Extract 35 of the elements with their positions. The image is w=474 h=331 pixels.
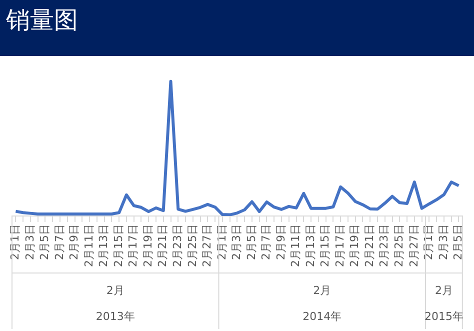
x-tick-label: 2月7日 [260, 224, 273, 260]
x-tick-label: 2月19日 [348, 224, 362, 268]
x-tick-label: 2月19日 [141, 224, 154, 268]
x-tick-label: 2月27日 [407, 224, 420, 268]
x-tick-label: 2月25日 [392, 224, 406, 268]
x-tick-label: 2月15日 [318, 224, 332, 268]
x-tick-label: 2月21日 [156, 224, 170, 268]
x-tick-label: 2月1日 [215, 224, 228, 260]
x-tick-label: 2月5日 [244, 224, 258, 260]
x-tick-label: 2月23日 [378, 224, 391, 268]
x-tick-label: 2月9日 [274, 224, 288, 260]
text: 2015年 [424, 310, 464, 323]
x-tick-label: 2月17日 [333, 224, 346, 268]
x-tick-label: 2月5日 [38, 224, 52, 260]
x-tick-label: 2月25日 [186, 224, 199, 268]
x-tick-label: 2月11日 [289, 224, 302, 268]
x-tick-label: 2月11日 [82, 224, 96, 268]
chart-title: 销量图 [0, 0, 474, 56]
x-tick-label: 2月9日 [68, 224, 81, 260]
text: 2月 [434, 284, 453, 297]
x-tick-label: 2月3日 [436, 224, 450, 260]
x-tick-label: 2月3日 [23, 224, 36, 260]
x-tick-label: 2月27日 [200, 224, 214, 268]
x-tick-label: 2月7日 [52, 224, 66, 260]
x-tick-label: 2月17日 [126, 224, 140, 268]
x-tick-label: 2月21日 [362, 224, 376, 268]
x-tick-label: 2月13日 [97, 224, 110, 268]
x-tick-label: 2月15日 [112, 224, 125, 268]
text: 2014年 [302, 310, 342, 323]
text: 2013年 [96, 310, 135, 323]
text: 2月 [106, 284, 124, 297]
text: 2月 [313, 284, 332, 297]
x-tick-label: 2月3日 [230, 224, 244, 260]
x-tick-label: 2月13日 [304, 224, 317, 268]
x-tick-label: 2月23日 [170, 224, 184, 268]
